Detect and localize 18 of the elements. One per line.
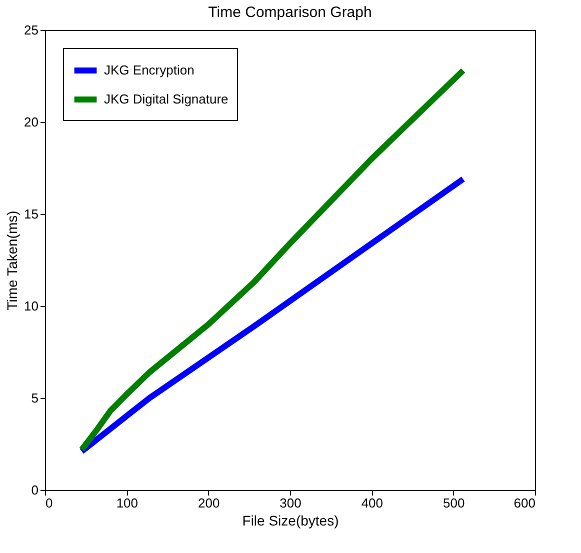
x-tick-label: 400 (361, 496, 384, 510)
y-tick-label: 25 (24, 22, 38, 38)
x-tick-label: 100 (116, 496, 138, 510)
y-tick-label: 10 (24, 298, 38, 314)
legend-label: JKG Encryption (104, 62, 194, 78)
x-tick-label: 300 (280, 496, 302, 510)
y-tick-label: 0 (31, 482, 38, 498)
x-tick-label: 600 (514, 496, 536, 510)
y-tick-label: 5 (31, 390, 38, 406)
y-axis-title: Time Taken(ms) (4, 210, 20, 310)
x-tick-label: 200 (198, 496, 220, 510)
y-tick-label: 20 (24, 114, 38, 130)
chart-title: Time Comparison Graph (208, 4, 372, 21)
y-tick-label: 15 (24, 206, 38, 222)
legend-label: JKG Digital Signature (104, 92, 228, 106)
x-tick-label: 0 (46, 496, 53, 510)
x-axis-title: File Size(bytes) (242, 512, 339, 528)
x-tick-label: 500 (442, 496, 465, 510)
